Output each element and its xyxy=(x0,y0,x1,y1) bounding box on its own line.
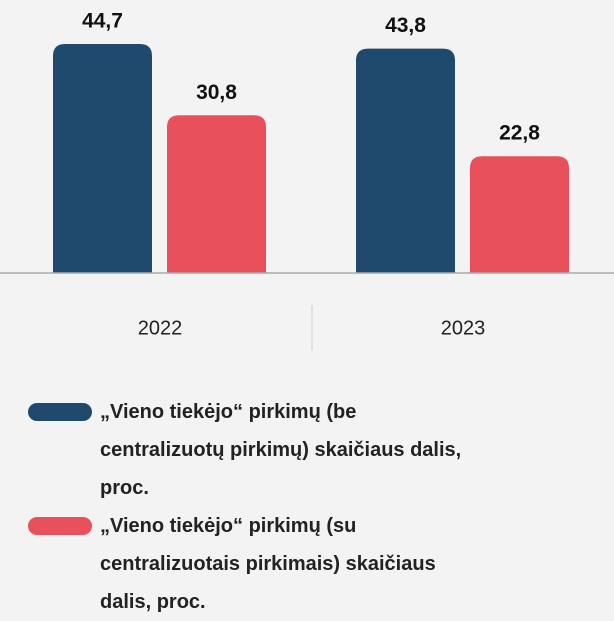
bar xyxy=(53,44,152,273)
legend: „Vieno tiekėjo“ pirkimų (be centralizuot… xyxy=(28,393,468,621)
bar xyxy=(167,115,266,273)
x-tick-label: 2022 xyxy=(138,317,183,339)
legend-item: „Vieno tiekėjo“ pirkimų (su centralizuot… xyxy=(28,507,468,621)
value-label: 44,7 xyxy=(82,10,123,33)
value-label: 30,8 xyxy=(196,81,237,104)
legend-label: „Vieno tiekėjo“ pirkimų (su centralizuot… xyxy=(100,515,436,613)
legend-swatch xyxy=(28,403,92,421)
bar xyxy=(356,48,455,274)
x-tick-label: 2023 xyxy=(441,317,486,339)
legend-item: „Vieno tiekėjo“ pirkimų (be centralizuot… xyxy=(28,393,468,507)
legend-label: „Vieno tiekėjo“ pirkimų (be centralizuot… xyxy=(100,401,462,499)
chart: 44,7 30,8 2022 43,8 22,8 2023 xyxy=(0,10,614,350)
value-label: 22,8 xyxy=(499,122,540,145)
value-label: 43,8 xyxy=(385,14,426,37)
legend-swatch xyxy=(28,517,92,535)
bar xyxy=(470,156,569,273)
page: {"chart_data": {"type": "bar", "categori… xyxy=(0,9,614,613)
